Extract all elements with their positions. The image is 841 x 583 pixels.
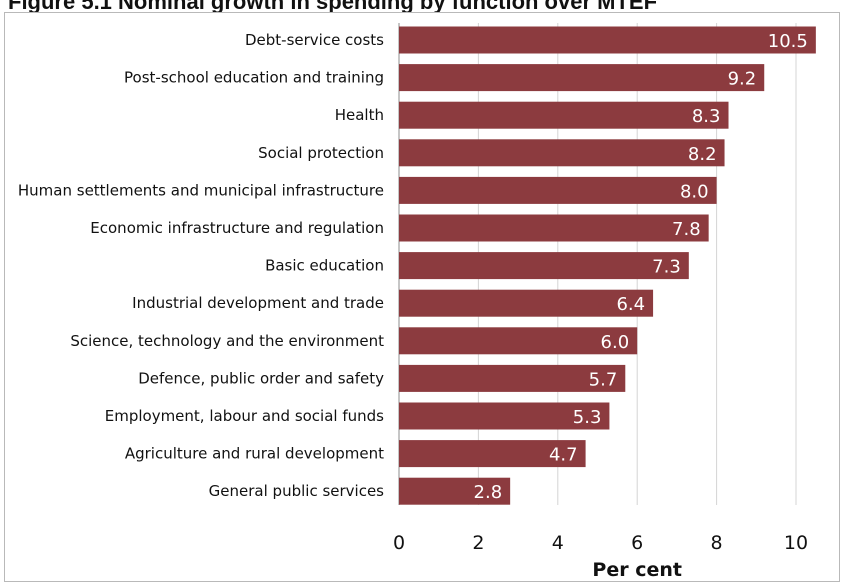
x-tick-label: 2 [472,532,484,554]
value-labels: 10.5 9.2 8.3 8.2 8.0 7.8 7.3 6.4 6.0 5.7 5.3 4.7 2.8 [474,31,808,503]
bar [399,402,610,430]
bar [399,477,511,505]
value-label: 2.8 [474,482,503,503]
bar [399,26,816,54]
bar [399,176,717,204]
bar [399,139,725,167]
bar [399,214,709,242]
bar [399,327,638,355]
bar-chart: Debt-service costs Post-school education … [18,23,816,581]
value-label: 6.0 [601,332,630,353]
category-label: Human settlements and municipal infrastr… [18,181,384,199]
category-label: Basic education [265,257,384,275]
x-axis-title: Per cent [592,559,682,581]
x-tick-label: 4 [552,532,564,554]
category-label: Employment, labour and social funds [105,407,384,425]
bar [399,364,626,392]
x-axis-ticks: 0 2 4 6 8 10 [393,532,808,554]
value-label: 8.0 [680,181,709,202]
figure-title: Figure 5.1 Nominal growth in spending by… [8,0,658,14]
value-label: 8.3 [692,106,721,127]
chart-frame: Debt-service costs Post-school education … [4,12,840,582]
value-label: 9.2 [728,69,757,90]
value-label: 7.8 [672,219,701,240]
value-label: 4.7 [549,445,578,466]
category-label: Science, technology and the environment [70,332,384,350]
category-label: Industrial development and trade [132,294,384,312]
category-label: Defence, public order and safety [138,369,384,387]
x-tick-label: 8 [711,532,723,554]
bar [399,289,654,317]
bars [399,26,816,505]
bar [399,440,586,468]
category-label: General public services [209,482,385,500]
x-tick-label: 6 [631,532,643,554]
bar [399,64,765,92]
value-label: 7.3 [652,257,681,278]
value-label: 8.2 [688,144,717,165]
bar [399,252,689,280]
category-label: Debt-service costs [245,31,384,49]
x-tick-label: 0 [393,532,405,554]
category-label: Post-school education and training [124,69,384,87]
category-label: Health [335,106,384,124]
category-label: Economic infrastructure and regulation [90,219,384,237]
x-tick-label: 10 [784,532,808,554]
value-label: 10.5 [768,31,808,52]
category-label: Social protection [258,144,384,162]
value-label: 5.3 [573,407,602,428]
value-label: 5.7 [589,369,618,390]
category-label: Agriculture and rural development [125,445,384,463]
category-labels: Debt-service costs Post-school education … [18,31,384,500]
value-label: 6.4 [616,294,645,315]
bar [399,101,729,129]
